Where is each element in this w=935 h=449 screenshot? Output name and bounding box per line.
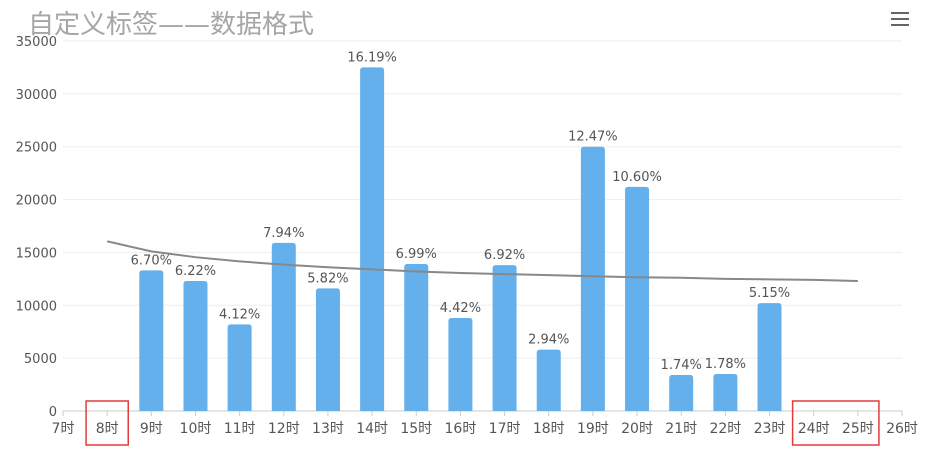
y-tick-label: 25000 [16, 141, 57, 156]
x-tick-label: 19时 [577, 421, 609, 437]
x-tick-label: 21时 [665, 421, 697, 437]
bar [625, 186, 650, 411]
data-label: 6.70% [131, 253, 172, 268]
data-label: 2.94% [528, 333, 569, 348]
data-label: 5.82% [307, 271, 348, 286]
bar [669, 375, 694, 411]
data-label: 16.19% [347, 50, 397, 65]
x-tick-label: 10时 [180, 421, 212, 437]
bar [757, 303, 782, 411]
bar [360, 67, 385, 411]
highlight-box [791, 400, 880, 446]
x-tick-label: 22时 [709, 421, 741, 437]
y-tick-label: 35000 [16, 35, 57, 50]
data-label: 1.74% [661, 358, 702, 373]
x-tick-label: 26时 [886, 421, 918, 437]
x-tick-label: 14时 [356, 421, 388, 437]
highlight-box [85, 400, 129, 446]
x-tick-label: 25时 [842, 421, 874, 437]
bar [713, 374, 738, 411]
data-label: 4.42% [440, 301, 481, 316]
x-tick-label: 20时 [621, 421, 653, 437]
y-tick-label: 5000 [24, 352, 57, 367]
data-label: 6.92% [484, 248, 525, 263]
y-tick-label: 30000 [16, 88, 57, 103]
x-tick-label: 15时 [400, 421, 432, 437]
x-tick-label: 13时 [312, 421, 344, 437]
data-label: 7.94% [263, 226, 304, 241]
data-label: 10.60% [612, 170, 662, 185]
trend-line [106, 240, 858, 282]
x-tick-label: 11时 [224, 421, 256, 437]
bar [580, 146, 605, 411]
data-label: 6.22% [175, 264, 216, 279]
data-label: 4.12% [219, 307, 260, 322]
x-tick-label: 17时 [489, 421, 521, 437]
bar [536, 349, 561, 411]
x-tick-label: 24时 [798, 421, 830, 437]
x-tick-label: 16时 [445, 421, 477, 437]
bar [404, 264, 429, 411]
bar [315, 288, 340, 411]
bar [139, 270, 164, 411]
y-tick-label: 10000 [16, 299, 57, 314]
chart-title: 自定义标签——数据格式 [28, 10, 315, 40]
data-label: 12.47% [568, 130, 618, 145]
x-tick-label: 12时 [268, 421, 300, 437]
bar [492, 265, 517, 411]
bar [227, 324, 252, 411]
hamburger-menu-icon[interactable] [891, 12, 909, 26]
data-label: 1.78% [705, 357, 746, 372]
bar [183, 280, 208, 411]
data-label: 6.99% [396, 247, 437, 262]
bar [271, 242, 296, 411]
x-tick-label: 9时 [140, 421, 163, 437]
y-tick-label: 0 [49, 405, 57, 420]
y-tick-label: 20000 [16, 194, 57, 209]
y-tick-label: 15000 [16, 246, 57, 261]
data-label: 5.15% [749, 286, 790, 301]
x-tick-label: 18时 [533, 421, 565, 437]
x-tick-label: 23时 [754, 421, 786, 437]
bar [448, 317, 473, 411]
x-tick-label: 7时 [52, 421, 75, 437]
x-tick-label: 8时 [96, 421, 119, 437]
